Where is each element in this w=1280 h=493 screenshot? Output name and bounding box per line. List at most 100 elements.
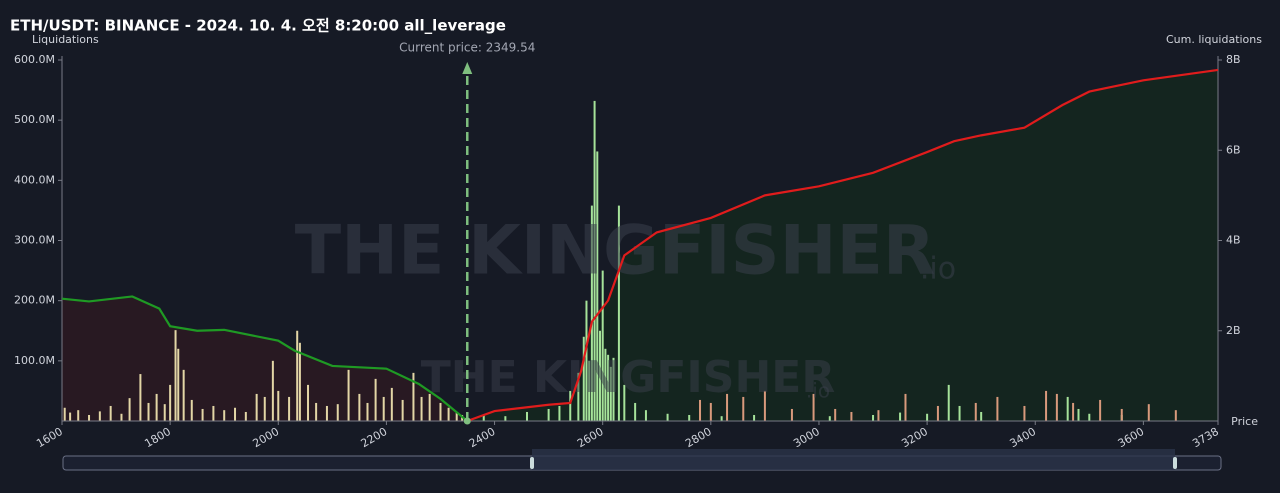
bar (585, 300, 588, 421)
watermark: .io (806, 379, 830, 403)
bar (234, 407, 237, 421)
bar (688, 414, 691, 421)
bar (271, 360, 274, 421)
bar (607, 354, 610, 421)
y-tick-label: 300.0M (14, 234, 55, 247)
bar (582, 336, 585, 421)
bar (850, 411, 853, 421)
bar (358, 393, 361, 421)
bar (255, 393, 258, 421)
bar (1045, 390, 1048, 421)
bar (958, 405, 961, 421)
bar (601, 270, 604, 421)
bar (98, 411, 101, 421)
bar (598, 330, 601, 421)
bar (1023, 405, 1026, 421)
bar (298, 342, 301, 421)
bars (63, 100, 1177, 421)
bar (147, 402, 150, 421)
bar (296, 330, 299, 421)
bar (163, 404, 166, 421)
bar (128, 398, 131, 421)
bar (428, 393, 431, 421)
bar (139, 374, 142, 421)
bar (525, 411, 528, 421)
bar (1088, 413, 1091, 421)
bar (699, 399, 702, 421)
bar (412, 372, 415, 421)
bar (401, 399, 404, 421)
bar (790, 408, 793, 421)
bar (877, 410, 880, 421)
bar (1099, 399, 1102, 421)
current-price-dot (463, 417, 471, 425)
bar (212, 405, 215, 421)
bar (936, 405, 939, 421)
bar (623, 384, 626, 421)
cumulative-area (62, 296, 468, 421)
bar (974, 402, 977, 421)
bar (828, 416, 831, 421)
scroll-handle[interactable] (530, 457, 534, 469)
y2-axis-label: Cum. liquidations (1166, 33, 1262, 46)
y-tick-label: 400.0M (14, 173, 55, 186)
bar (947, 384, 950, 421)
bar (374, 378, 377, 421)
bar (720, 416, 723, 421)
bar (634, 402, 637, 421)
bar (439, 402, 442, 421)
bar (1077, 408, 1080, 421)
bar (182, 369, 185, 421)
scroll-handle[interactable] (1173, 457, 1177, 469)
scroll-window[interactable] (532, 449, 1175, 470)
bar (201, 408, 204, 421)
watermark: THE KINGFISHER (421, 352, 836, 403)
bar (980, 411, 983, 421)
bar (904, 393, 907, 421)
bar (120, 413, 123, 421)
bar (763, 390, 766, 421)
bar (1120, 408, 1123, 421)
bar (812, 393, 815, 421)
bar (177, 348, 180, 421)
bar (366, 402, 369, 421)
y-tick-label: 200.0M (14, 294, 55, 307)
bar (726, 393, 729, 421)
bar (482, 414, 485, 421)
bar (666, 413, 669, 421)
y2-tick-label: 2B (1226, 324, 1241, 337)
bar (447, 407, 450, 421)
cumulative-line (61, 295, 468, 422)
bar (899, 412, 902, 421)
bar (69, 412, 72, 421)
watermark: THE KINGFISHER (295, 212, 936, 291)
bar (996, 396, 999, 421)
bar (88, 414, 91, 421)
bar (288, 396, 291, 421)
bar (577, 372, 580, 421)
bar (420, 396, 423, 421)
bar (244, 411, 247, 421)
bar (709, 402, 712, 421)
bar (174, 330, 177, 421)
bar (1147, 404, 1150, 421)
y-tick-label: 600.0M (14, 53, 55, 66)
bar (277, 390, 280, 421)
bar (307, 384, 310, 421)
bar (223, 410, 226, 421)
bar (1174, 410, 1177, 421)
bar (753, 414, 756, 421)
y-tick-label: 500.0M (14, 113, 55, 126)
chart-title: ETH/USDT: BINANCE - 2024. 10. 4. 오전 8:20… (10, 17, 506, 35)
bar (155, 393, 158, 421)
bar (390, 387, 393, 421)
bar (190, 399, 193, 421)
bar (593, 100, 596, 421)
bar (609, 366, 612, 421)
x-axis-label: Price (1231, 415, 1258, 428)
bar (612, 357, 615, 421)
bar (1055, 393, 1058, 421)
bar (558, 405, 561, 421)
bar (588, 360, 591, 421)
current-price-label: Current price: 2349.54 (399, 41, 535, 55)
